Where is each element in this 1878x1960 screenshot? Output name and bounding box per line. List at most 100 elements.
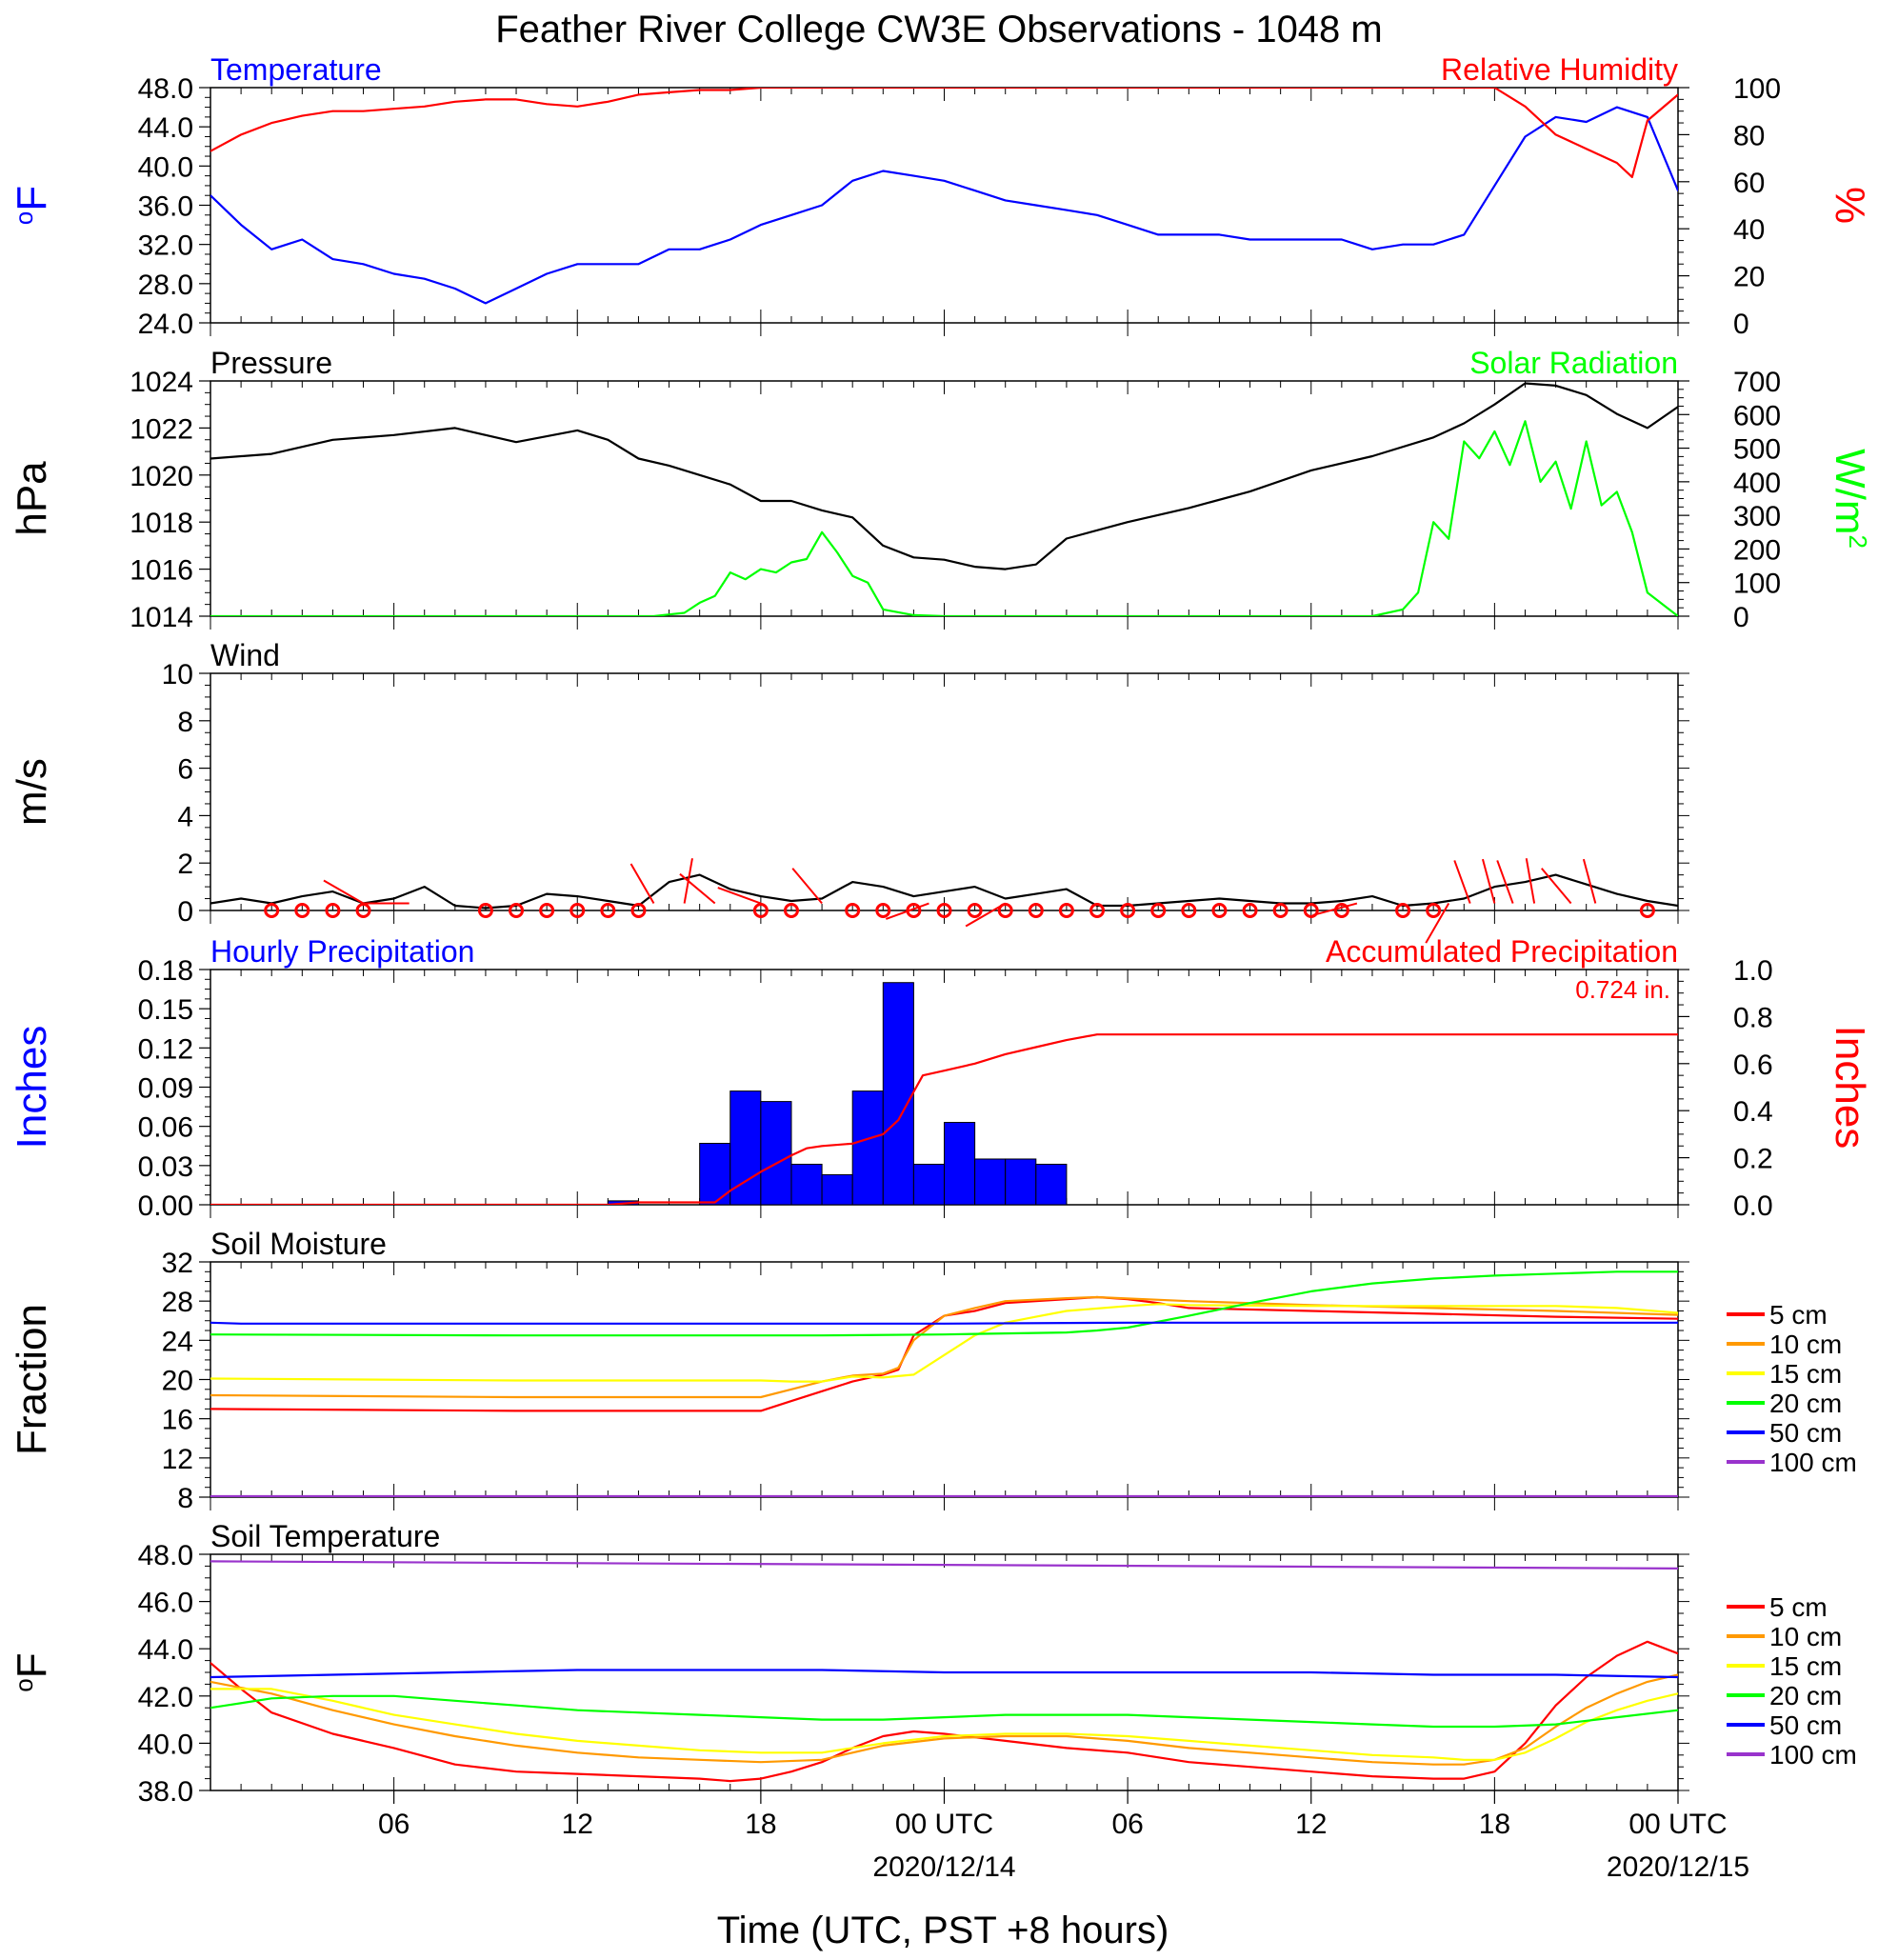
- data-point: [1616, 1709, 1618, 1711]
- data-point: [1371, 1761, 1373, 1763]
- data-point: [1677, 615, 1678, 616]
- y2-tick-label: 100: [1733, 569, 1781, 600]
- data-point: [912, 614, 915, 616]
- data-point: [576, 1709, 579, 1711]
- data-point: [1188, 1307, 1190, 1310]
- calm-marker: [875, 903, 891, 918]
- data-point: [943, 1732, 946, 1735]
- calm-marker: [1181, 903, 1197, 918]
- data-point: [1066, 1735, 1068, 1737]
- data-point: [1493, 1726, 1496, 1728]
- calm-marker: [1120, 903, 1136, 918]
- y-tick-label: 32: [162, 1248, 193, 1279]
- data-point: [210, 1333, 211, 1335]
- data-point: [1004, 897, 1007, 900]
- data-point: [515, 98, 517, 101]
- data-point: [1554, 116, 1557, 118]
- y-tick-label: 38.0: [138, 1776, 193, 1808]
- data-point: [1432, 1763, 1434, 1766]
- data-point: [210, 457, 211, 460]
- data-point: [1127, 224, 1129, 226]
- data-point: [1463, 897, 1466, 900]
- data-point: [745, 578, 747, 580]
- series-line-10-cm: [210, 1295, 1678, 1399]
- figure-title: Feather River College CW3E Observations …: [495, 9, 1382, 50]
- data-point: [668, 249, 670, 250]
- data-point: [1585, 440, 1588, 443]
- legend-label: 5 cm: [1769, 1592, 1828, 1622]
- calm-marker: [1058, 903, 1074, 918]
- data-point: [1616, 892, 1618, 895]
- y-tick-label: 24: [162, 1326, 193, 1357]
- plot-area: [210, 1560, 1678, 1783]
- calm-marker: [1426, 903, 1442, 918]
- data-point: [790, 1770, 792, 1772]
- data-point: [973, 1310, 976, 1312]
- data-point: [943, 1735, 946, 1737]
- data-point: [1493, 886, 1496, 888]
- data-point: [973, 886, 976, 888]
- data-point: [270, 1692, 273, 1695]
- data-point: [821, 1751, 823, 1754]
- data-point: [1249, 1745, 1251, 1747]
- data-point: [1310, 1305, 1312, 1308]
- data-point: [454, 288, 456, 290]
- y-axis-label: Fraction: [9, 1304, 55, 1455]
- y-tick-label: 0.03: [138, 1151, 193, 1183]
- data-point: [1127, 1327, 1129, 1329]
- x-date-label: 2020/12/14: [872, 1851, 1015, 1883]
- data-point: [1524, 1751, 1527, 1754]
- precip-bar: [821, 1173, 853, 1205]
- y2-tick-label: 200: [1733, 534, 1781, 566]
- data-point: [1432, 88, 1434, 89]
- data-point: [331, 1695, 334, 1697]
- data-point: [698, 1759, 701, 1761]
- data-point: [485, 98, 487, 101]
- data-point: [210, 1377, 211, 1380]
- data-point: [821, 897, 823, 900]
- data-point: [1004, 1732, 1007, 1735]
- data-point: [1004, 1300, 1007, 1302]
- data-point: [1188, 1671, 1190, 1673]
- data-point: [1066, 1713, 1068, 1716]
- data-point: [882, 1376, 885, 1379]
- data-point: [790, 1154, 792, 1156]
- data-point: [1677, 190, 1678, 191]
- data-point: [1554, 1723, 1557, 1726]
- data-point: [331, 110, 334, 112]
- data-point: [210, 1394, 211, 1396]
- data-point: [1188, 1747, 1190, 1750]
- legend-label: 5 cm: [1769, 1300, 1828, 1330]
- precip-bar: [944, 1122, 976, 1205]
- data-point: [1554, 1673, 1557, 1676]
- data-point: [210, 902, 211, 905]
- panel-pressure-solar: 1024 1022 1020 1018 1016 1014 7006005004003002…: [9, 346, 1873, 633]
- panel-title-right: Solar Radiation: [1469, 346, 1678, 380]
- data-point: [912, 1373, 915, 1376]
- panel-title-left: Wind: [210, 638, 280, 672]
- wind-barb: [1582, 858, 1597, 904]
- plot-area: [210, 1270, 1678, 1497]
- x-tick-label: 12: [562, 1809, 593, 1840]
- y-tick-label: 48.0: [138, 73, 193, 105]
- calm-marker: [1395, 903, 1411, 918]
- data-point: [1493, 1770, 1496, 1772]
- data-point: [1066, 888, 1068, 890]
- data-point: [1004, 1053, 1007, 1055]
- data-point: [1600, 504, 1603, 507]
- data-point: [1524, 135, 1527, 138]
- y-tick-label: 8: [177, 1483, 193, 1514]
- data-point: [821, 510, 823, 511]
- data-point: [1096, 1296, 1098, 1298]
- data-point: [1127, 1305, 1129, 1308]
- data-point: [1524, 881, 1527, 883]
- data-point: [1585, 148, 1588, 150]
- data-point: [729, 238, 731, 241]
- data-point: [637, 457, 640, 460]
- precip-bar: [882, 982, 914, 1205]
- data-point: [922, 1074, 924, 1076]
- data-point: [1127, 1735, 1129, 1737]
- y-tick-label: 1014: [130, 602, 193, 633]
- calm-marker: [477, 903, 493, 918]
- data-point: [454, 1735, 456, 1737]
